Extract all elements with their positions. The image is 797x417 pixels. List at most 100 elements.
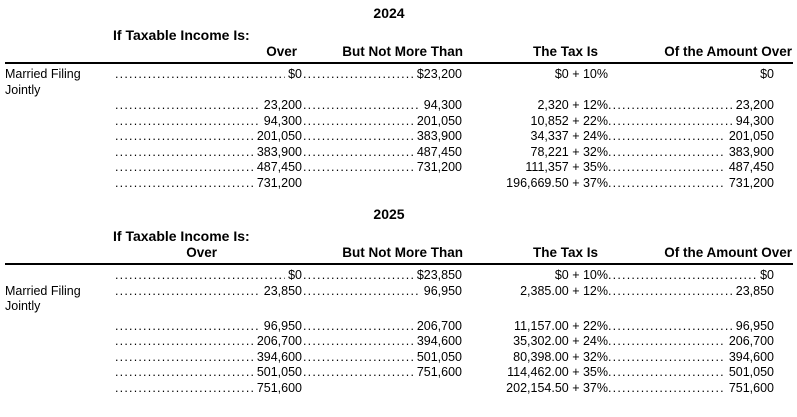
dot-leader (608, 350, 726, 366)
table-body: $0 $23,850 $0 + 10% $0 Married Filing 23… (0, 268, 797, 396)
but-not-more-than-cell: 487,450 (303, 145, 463, 161)
table-row: 96,950 206,700 11,157.00 + 22% 96,950 (0, 319, 797, 335)
column-header-the-tax-is: The Tax Is (532, 44, 598, 59)
tax-formula-value: $0 + 10% (554, 67, 608, 81)
dot-leader (608, 145, 726, 161)
the-tax-is-cell: 111,357 + 35% (463, 160, 608, 176)
dot-leader (303, 145, 414, 161)
but-not-more-than-cell: 383,900 (303, 129, 463, 145)
tax-formula-value: 78,221 + 32% (530, 144, 609, 159)
amount-over-value: 487,450 (728, 160, 774, 174)
of-the-amount-over-cell: 23,850 (608, 284, 774, 300)
tax-formula-value: $0 + 10% (554, 268, 608, 282)
dot-leader (303, 268, 414, 284)
dot-leader (608, 319, 733, 335)
dot-leader (608, 365, 726, 381)
amount-over-value: 96,950 (735, 318, 774, 333)
amount-over-value: $0 (760, 67, 774, 81)
column-header-of-the-amount-over: Of the Amount Over (664, 44, 792, 59)
dot-leader (608, 176, 726, 192)
but-not-more-than-value: 501,050 (416, 349, 462, 364)
table-row: $0 $23,850 $0 + 10% $0 (0, 268, 797, 284)
dot-leader (608, 284, 733, 300)
over-value: 487,450 (256, 160, 302, 174)
tax-formula-value: 111,357 + 35% (525, 160, 608, 174)
table-row: Married Filing 23,850 96,950 2,385.00 + … (0, 284, 797, 300)
table-row: 23,200 94,300 2,320 + 12% 23,200 (0, 98, 797, 114)
over-cell: 206,700 (115, 334, 303, 350)
amount-over-value: 206,700 (728, 334, 774, 348)
table-row: Jointly (0, 299, 797, 315)
of-the-amount-over-cell: 501,050 (608, 365, 774, 381)
filing-status-label (5, 114, 115, 130)
over-cell (115, 299, 303, 315)
but-not-more-than-cell: 394,600 (303, 334, 463, 350)
tax-formula-value: 2,385.00 + 12% (520, 283, 608, 298)
but-not-more-than-cell: 751,600 (303, 365, 463, 381)
over-cell (115, 83, 303, 99)
amount-over-value: 201,050 (728, 129, 774, 143)
amount-over-value: 23,850 (735, 283, 774, 298)
dot-leader (608, 114, 733, 130)
dot-leader (608, 98, 733, 114)
but-not-more-than-value: 201,050 (416, 113, 462, 128)
of-the-amount-over-cell: 94,300 (608, 114, 774, 130)
filing-status-label (5, 365, 115, 381)
but-not-more-than-value: 206,700 (416, 318, 462, 333)
over-cell: 751,600 (115, 381, 303, 397)
dot-leader (115, 381, 254, 397)
table-row: Married Filing $0 $23,200 $0 + 10% $0 (0, 67, 797, 83)
but-not-more-than-cell: $23,200 (303, 67, 463, 83)
of-the-amount-over-cell: 206,700 (608, 334, 774, 350)
dot-leader (608, 381, 726, 397)
the-tax-is-cell: $0 + 10% (463, 67, 608, 83)
but-not-more-than-value: $23,200 (416, 67, 462, 81)
over-cell: 394,600 (115, 350, 303, 366)
filing-status-label (5, 145, 115, 161)
of-the-amount-over-cell: 383,900 (608, 145, 774, 161)
but-not-more-than-value: 383,900 (416, 129, 462, 143)
taxable-income-subheader: If Taxable Income Is: (113, 228, 250, 244)
table-year-title: 2025 (373, 206, 405, 222)
amount-over-value (771, 83, 774, 99)
tax-formula-value: 80,398.00 + 32% (513, 349, 608, 364)
header-spacer (5, 245, 115, 261)
taxable-income-subheader: If Taxable Income Is: (113, 27, 250, 43)
the-tax-is-cell: 78,221 + 32% (463, 144, 609, 161)
of-the-amount-over-cell (608, 83, 774, 99)
over-value: 731,200 (256, 175, 302, 190)
but-not-more-than-cell: 94,300 (303, 98, 463, 114)
tax-formula-value: 10,852 + 22% (530, 113, 609, 128)
dot-leader (115, 160, 254, 176)
tax-table-2025: 2025 If Taxable Income Is: Over But Not … (0, 206, 797, 396)
column-header-of-the-amount-over: Of the Amount Over (664, 245, 792, 260)
but-not-more-than-cell (303, 299, 463, 315)
over-cell: 383,900 (115, 145, 303, 161)
dot-leader (608, 334, 726, 350)
dot-leader (303, 350, 414, 366)
dot-leader (303, 365, 414, 381)
table-row: 487,450 731,200 111,357 + 35% 487,450 (0, 160, 797, 176)
the-tax-is-cell: 2,320 + 12% (463, 98, 608, 114)
of-the-amount-over-cell: 751,600 (608, 381, 774, 397)
over-value: 501,050 (256, 365, 302, 379)
over-value: $0 (288, 67, 302, 81)
of-the-amount-over-cell: $0 (608, 67, 774, 83)
over-cell: 201,050 (115, 129, 303, 145)
dot-leader (303, 114, 414, 130)
tax-formula-value: 35,302.00 + 24% (513, 334, 608, 348)
tax-formula-value: 196,669.50 + 37% (506, 175, 608, 190)
dot-leader (303, 334, 414, 350)
dot-leader (303, 319, 414, 335)
filing-status-label (5, 160, 115, 176)
amount-over-value: 394,600 (728, 349, 774, 364)
of-the-amount-over-cell: 201,050 (608, 129, 774, 145)
but-not-more-than-value: 487,450 (416, 144, 462, 159)
of-the-amount-over-cell: 487,450 (608, 160, 774, 176)
header-divider-rule (5, 263, 793, 265)
filing-status-label (5, 268, 115, 284)
tax-formula-value: 34,337 + 24% (530, 129, 609, 143)
over-value: 201,050 (256, 129, 302, 143)
amount-over-value: 731,200 (728, 175, 774, 190)
amount-over-value (771, 299, 774, 315)
